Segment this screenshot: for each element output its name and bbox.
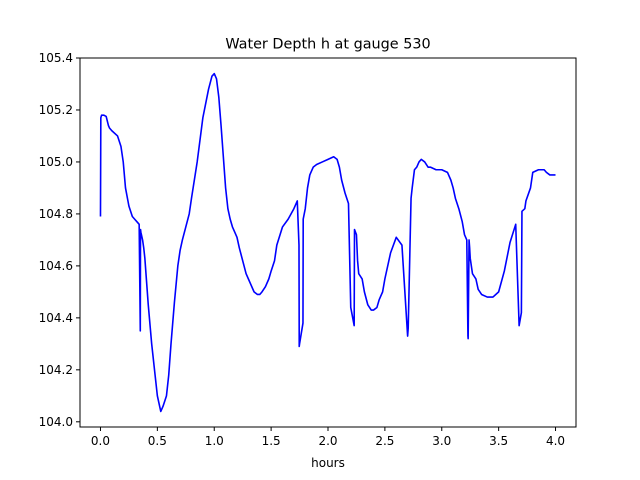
chart-title: Water Depth h at gauge 530 <box>225 37 430 53</box>
y-tick-label: 105.4 <box>39 51 73 65</box>
y-tick-label: 104.8 <box>39 207 73 221</box>
y-tick-label: 104.4 <box>39 311 73 325</box>
axis-layer: 0.0 0.5 1.0 1.5 2.0 2.5 3.0 3.5 4.0 104.0 104.2 104… <box>39 51 577 448</box>
x-tick-label: 0.0 <box>91 434 110 448</box>
x-tick-label: 2.5 <box>375 434 394 448</box>
x-tick-label: 4.0 <box>546 434 565 448</box>
y-tick-label: 105.0 <box>39 155 73 169</box>
series-line-0 <box>99 72 556 413</box>
y-tick-label: 105.2 <box>39 103 73 117</box>
x-tick-label: 2.0 <box>318 434 337 448</box>
x-axis-title: hours <box>311 456 345 470</box>
x-tick-label: 0.5 <box>148 434 167 448</box>
x-tick-label: 3.5 <box>489 434 508 448</box>
y-tick-label: 104.6 <box>39 259 73 273</box>
y-tick-label: 104.0 <box>39 415 73 429</box>
y-tick-label: 104.2 <box>39 363 73 377</box>
x-tick-label: 1.5 <box>262 434 281 448</box>
x-tick-label: 3.0 <box>432 434 451 448</box>
data-layer <box>99 72 556 413</box>
x-tick-label: 1.0 <box>205 434 224 448</box>
